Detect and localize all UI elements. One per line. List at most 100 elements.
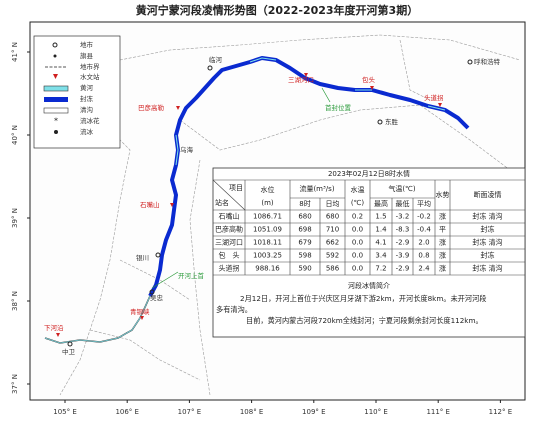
station-label: 三湖河口 [288,75,314,84]
table-cell: 巴彦高勒 [215,225,243,234]
table-cell: 710 [326,226,339,234]
table-cell: 涨 [439,212,446,221]
lon-label: 109° E [302,408,326,416]
table-cell: 680 [298,213,311,221]
legend: * 地市 旗县 地市界 水文站 黄河 封冻 清沟 流冰花 流冰 [33,35,121,149]
table-cell: 3.4 [375,252,387,260]
table-cell: 7.2 [375,265,386,273]
station-marker [140,316,144,320]
pointer [321,87,331,103]
place-label: 银川 [136,253,149,262]
legend-label: 黄河 [80,83,94,92]
table-cell: 698 [298,226,311,234]
table-cell: 涨 [439,251,446,260]
city-marker [67,341,73,347]
lat-label: 39° N [11,208,19,228]
lat-label: 37° N [11,374,19,394]
legend-label: 旗县 [80,51,94,60]
legend-label: 地市 [80,40,94,49]
table-cell: 平 [439,226,446,234]
station-marker [176,106,180,110]
place-label: 东胜 [385,117,399,126]
table-header: 水势 [436,190,450,199]
table-cell: -2.9 [396,265,410,273]
legend-label: 流冰 [80,127,94,136]
place-label: 临河 [209,55,223,64]
legend-label: 封冻 [80,94,94,103]
table-cell: 0.0 [352,226,363,234]
lon-label: 105° E [53,408,77,416]
table-cell: 598 [298,252,311,260]
table-cell: 1003.25 [253,252,282,260]
table-cell: 0.0 [352,265,363,273]
table-cell: 0.8 [418,252,429,260]
table-cell: 592 [326,252,339,260]
legend-symbol [52,42,58,48]
table-cell: 封冻 [481,225,495,234]
table-cell: 2.0 [418,239,429,247]
table-cell: 988.16 [255,265,280,273]
lon-label: 108° E [240,408,264,416]
station-label: 石嘴山 [140,200,160,209]
table-header: 日均 [326,199,340,208]
table-cell: 涨 [439,238,446,247]
table-cell: -0.2 [417,213,431,221]
table-cell: 封冻 清沟 [472,264,502,273]
table-header: (℃) [351,199,365,207]
table-header: 最高 [374,199,388,208]
table-cell: -8.3 [396,226,410,234]
station-label: 下河沿 [44,323,64,332]
lat-label: 38° N [11,291,19,311]
info-panel [212,167,526,338]
table-cell: 石嘴山 [219,212,240,221]
legend-symbol [43,107,69,114]
pointer [151,271,179,289]
place-label: 吴忠 [150,294,164,302]
table-header: 水位 [261,185,275,194]
table-cell: 封冻 清沟 [472,212,502,221]
station-marker [304,73,308,77]
table-cell: -0.4 [417,226,431,234]
lon-label: 106° E [115,408,139,416]
river-frozen [148,56,470,297]
city-marker [467,59,473,65]
table-header: 流量(m³/s) [299,184,334,193]
place-label: 中卫 [62,347,76,356]
briefing-title: 河段冰情简介 [348,281,390,290]
place-label: 呼和浩特 [474,57,501,66]
table-rule [212,179,246,211]
city-marker [377,119,383,125]
table-cell: 0.0 [352,252,363,260]
annotation: 开河上首 [178,271,205,280]
table-header: 8时 [299,199,310,208]
table-cell: -2.9 [396,239,410,247]
table-cell: 三湖河口 [215,238,243,247]
place-label: 乌海 [180,145,194,154]
legend-label: 地市界 [80,62,100,71]
table-header: 断面凌情 [474,190,502,199]
table-cell: 0.2 [352,213,363,221]
lat-label: 41° N [11,42,19,62]
table-cell: 1.4 [375,226,387,234]
station-label: 青铜峡 [130,307,150,316]
lon-label: 111° E [426,408,450,416]
station-label: 包头 [362,75,376,84]
briefing-line: 多有清沟。 [216,305,252,314]
table-title: 2023年02月12日8时水情 [328,169,410,178]
table-cell: 封冻 清沟 [472,238,502,247]
legend-symbol: * [54,117,58,126]
table-cell: 586 [326,265,340,273]
table-cell: 590 [298,265,311,273]
table-cell: 2.4 [418,265,430,273]
legend-symbol [54,130,58,134]
city-marker [149,289,155,295]
table-cell: 1086.71 [253,213,282,221]
table-header: 项目 [229,184,243,192]
page-title: 黄河宁蒙河段凌情形势图（2022-2023年度开河第3期） [136,3,418,17]
legend-symbol [43,85,69,92]
table-cell: 680 [326,213,339,221]
lon-label: 110° E [364,408,388,416]
legend-label: 流冰花 [80,116,100,125]
station-marker [438,103,442,107]
